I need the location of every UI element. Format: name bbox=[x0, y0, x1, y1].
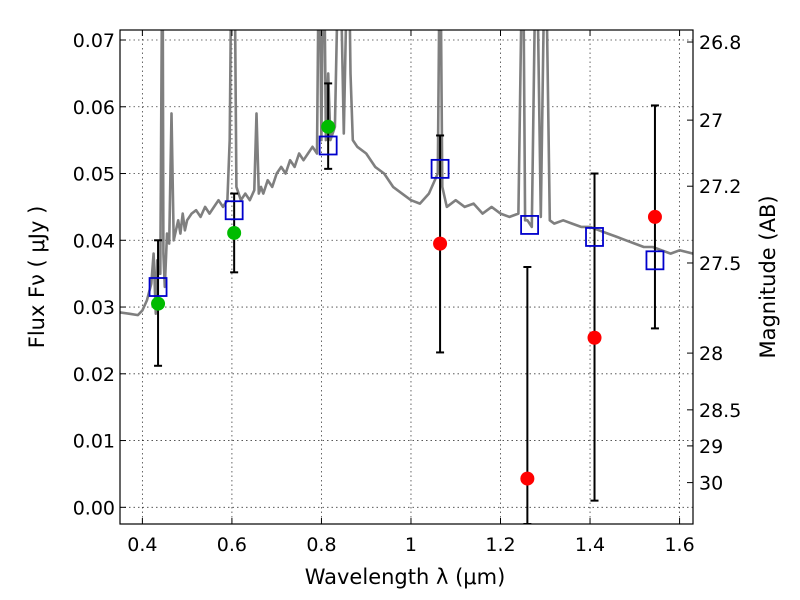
y-axis-label: Flux Fν ( μJy ) bbox=[25, 206, 49, 349]
x-tick-label: 1.2 bbox=[485, 534, 515, 556]
model-point bbox=[318, 135, 338, 156]
y2-tick-label: 26.8 bbox=[699, 32, 741, 54]
grid bbox=[120, 30, 693, 524]
x-tick-label: 0.8 bbox=[306, 534, 336, 556]
x-tick-label: 0.4 bbox=[127, 534, 157, 556]
y-tick-label: 0.02 bbox=[73, 364, 115, 386]
y-tick-label: 0.03 bbox=[73, 297, 115, 319]
y-tick-label: 0.00 bbox=[73, 497, 115, 519]
x-tick-label: 1.6 bbox=[664, 534, 694, 556]
plot-area bbox=[120, 30, 693, 524]
x-tick-label: 1.4 bbox=[575, 534, 605, 556]
plot-frame bbox=[119, 29, 694, 525]
model-point bbox=[224, 200, 244, 221]
model-point bbox=[148, 277, 168, 297]
model-point bbox=[585, 227, 604, 247]
model-point bbox=[645, 250, 665, 271]
sed-line bbox=[120, 30, 693, 317]
model-point bbox=[430, 158, 450, 179]
x-tick-label: 1 bbox=[405, 534, 417, 556]
y-tick-label: 0.01 bbox=[73, 431, 115, 453]
y-tick-label: 0.07 bbox=[73, 30, 115, 52]
green-data-point bbox=[151, 296, 166, 311]
y2-tick-label: 28 bbox=[699, 343, 723, 365]
y-tick-label: 0.05 bbox=[73, 164, 115, 186]
y2-tick-label: 28.5 bbox=[699, 400, 741, 422]
y2-tick-label: 30 bbox=[699, 473, 723, 495]
y-tick-label: 0.06 bbox=[73, 97, 115, 119]
red-data-point bbox=[433, 236, 448, 251]
red-data-point bbox=[520, 471, 535, 486]
y2-tick-label: 27 bbox=[699, 110, 723, 132]
red-data-point bbox=[647, 209, 662, 224]
y2-tick-label: 27.5 bbox=[699, 253, 741, 275]
x-tick-label: 0.6 bbox=[217, 534, 247, 556]
red-data-point bbox=[587, 330, 602, 345]
green-data-point bbox=[321, 119, 336, 134]
y2-tick-label: 27.2 bbox=[699, 176, 741, 198]
y2-axis-label: Magnitude (AB) bbox=[756, 195, 780, 358]
model-point bbox=[520, 215, 540, 235]
y-tick-label: 0.04 bbox=[73, 230, 115, 252]
x-axis-label: Wavelength λ (μm) bbox=[305, 565, 506, 589]
axes: 0.4 0.6 0.8 1 1.2 1.4 1.6 0.00 0.01 0.02 0.03 0.04 0… bbox=[73, 30, 741, 556]
green-data-point bbox=[227, 225, 242, 240]
y2-tick-label: 29 bbox=[699, 436, 723, 458]
